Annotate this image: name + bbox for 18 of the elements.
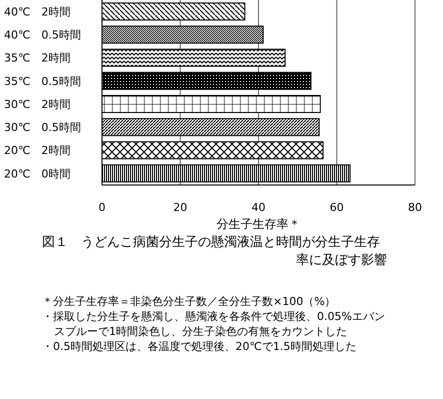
x-axis-title: 分生子生存率＊ bbox=[216, 217, 300, 231]
text: ・0.5時間処理区は、各温度で処理後、20℃で1.5時間処理した bbox=[42, 339, 358, 354]
text: ・採取した分生子を懸濁し、懸濁液を各条件で処理後、0.05%エバンスブルーで1時間染色し、分生子染色の有無をカウントした bbox=[42, 309, 386, 339]
y-tick-label: 20℃ 0時間 bbox=[4, 167, 70, 180]
y-tick-label: 40℃ 0.5時間 bbox=[4, 28, 81, 42]
y-tick-label: 30℃ 0.5時間 bbox=[4, 121, 81, 134]
y-tick-label: 40℃ 2時間 bbox=[4, 5, 70, 18]
x-tick-label: 40 bbox=[252, 200, 266, 214]
y-tick-label: 35℃ 2時間 bbox=[4, 52, 70, 65]
y-tick-label: 30℃ 2時間 bbox=[4, 98, 70, 111]
x-tick-label: 20 bbox=[173, 200, 188, 214]
text: 図１ うどんこ病菌分生子の懸濁液温と時間が分生子生存率に及ぼす影響 bbox=[42, 234, 387, 270]
text: ＊分生子生存率＝非染色分生子数／全分生子数×100（%） bbox=[42, 294, 337, 309]
x-tick-label: 0 bbox=[98, 200, 106, 214]
x-tick-label: 80 bbox=[408, 200, 422, 214]
y-tick-label: 20℃ 2時間 bbox=[4, 144, 70, 158]
x-tick-label: 60 bbox=[330, 200, 344, 214]
y-tick-label: 35℃ 0.5時間 bbox=[4, 74, 81, 88]
